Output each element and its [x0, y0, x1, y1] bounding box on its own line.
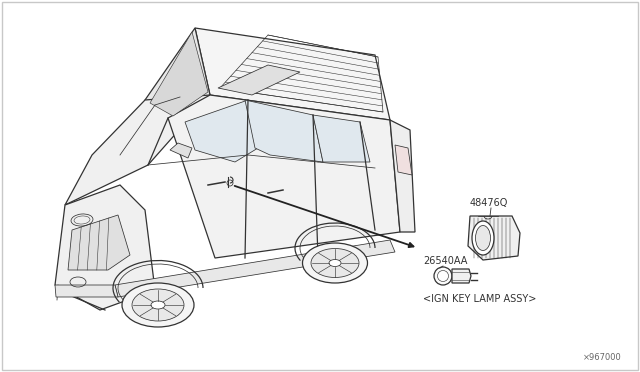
Polygon shape	[395, 145, 412, 175]
Ellipse shape	[122, 283, 194, 327]
Ellipse shape	[434, 267, 452, 285]
Ellipse shape	[132, 289, 184, 321]
Ellipse shape	[303, 243, 367, 283]
Polygon shape	[185, 100, 258, 162]
Polygon shape	[168, 95, 400, 258]
Text: <IGN KEY LAMP ASSY>: <IGN KEY LAMP ASSY>	[423, 294, 536, 304]
Polygon shape	[65, 95, 210, 205]
Polygon shape	[468, 216, 520, 260]
Polygon shape	[150, 32, 208, 116]
Polygon shape	[145, 28, 210, 118]
Ellipse shape	[151, 301, 165, 309]
Polygon shape	[245, 100, 323, 162]
Ellipse shape	[329, 260, 341, 266]
Polygon shape	[452, 269, 471, 283]
Ellipse shape	[311, 248, 359, 278]
Text: 48476Q: 48476Q	[470, 198, 508, 208]
Text: ×967000: ×967000	[583, 353, 622, 362]
Polygon shape	[218, 65, 300, 95]
Polygon shape	[55, 185, 155, 310]
Ellipse shape	[476, 225, 490, 250]
Ellipse shape	[472, 221, 494, 255]
Polygon shape	[195, 28, 390, 120]
Polygon shape	[115, 240, 395, 297]
Polygon shape	[390, 120, 415, 232]
Text: 26540AA: 26540AA	[423, 256, 467, 266]
Polygon shape	[55, 285, 118, 297]
Ellipse shape	[438, 270, 449, 282]
Polygon shape	[170, 143, 192, 158]
Polygon shape	[68, 215, 130, 270]
Polygon shape	[313, 115, 370, 162]
